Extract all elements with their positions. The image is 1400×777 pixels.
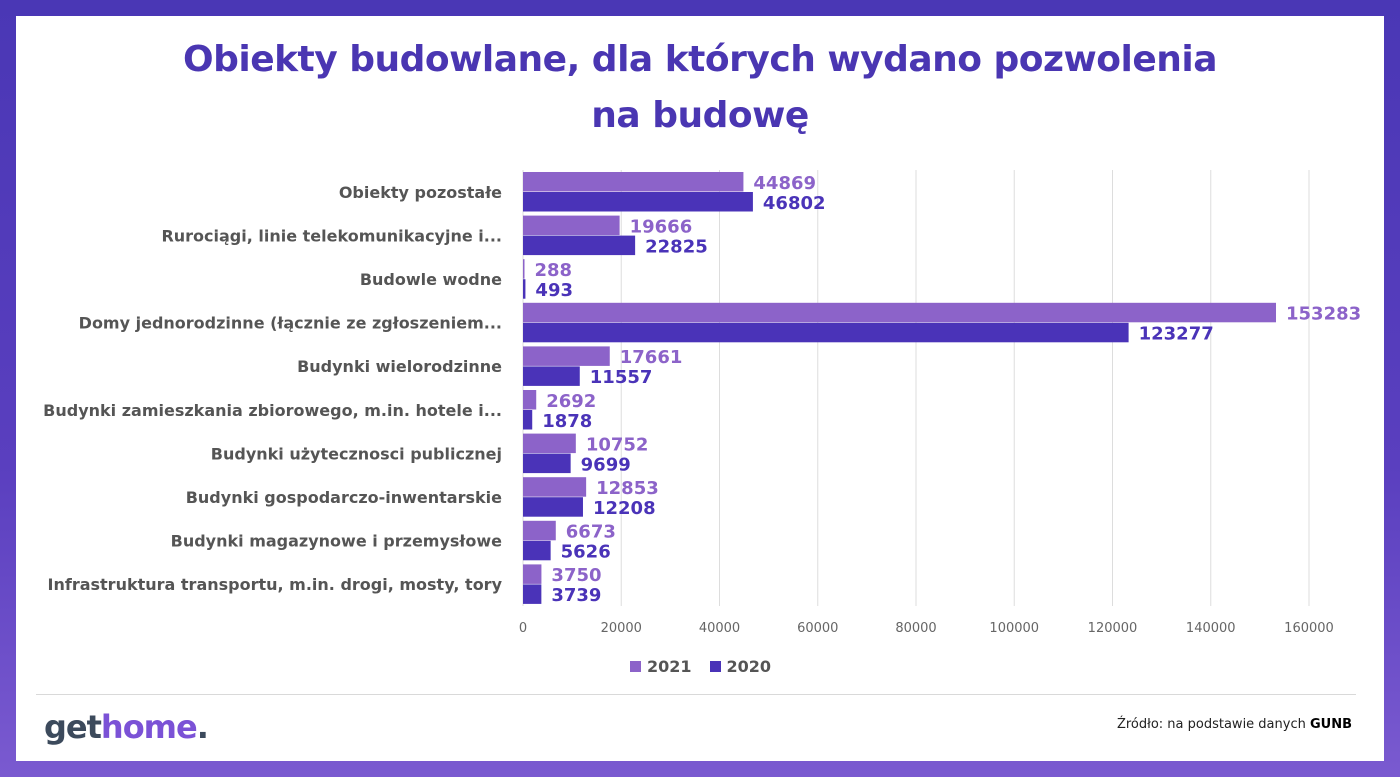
category-label-2: Budowle wodne (360, 270, 502, 289)
bar-2020-1 (523, 235, 636, 256)
category-label-3: Domy jednorodzinne (łącznie ze zgłoszeni… (79, 314, 502, 333)
bar-2021-5 (523, 390, 537, 410)
value-label-2020-8: 5626 (561, 542, 611, 563)
x-tick-label-1: 20000 (601, 621, 642, 636)
value-label-2020-1: 22825 (645, 236, 708, 257)
logo-part-home: home (100, 708, 198, 746)
chart-title-line1: Obiekty budowlane, dla których wydano po… (182, 39, 1218, 80)
bar-2021-7 (523, 477, 587, 497)
value-label-2021-5: 2692 (546, 391, 596, 412)
value-label-2021-7: 12853 (596, 478, 659, 499)
x-tick-label-0: 0 (519, 621, 527, 636)
legend-label-2021: 2021 (647, 656, 692, 676)
bar-2020-7 (523, 497, 583, 517)
logo-part-get: get (44, 708, 102, 746)
bar-2021-2 (523, 259, 525, 279)
value-label-2021-3: 153283 (1286, 304, 1361, 325)
value-label-2021-6: 10752 (586, 434, 649, 455)
value-label-2021-4: 17661 (620, 347, 683, 368)
value-label-2020-4: 11557 (590, 367, 653, 388)
category-label-7: Budynki gospodarczo-inwentarskie (186, 488, 502, 507)
value-label-2020-0: 46802 (763, 193, 826, 214)
bar-2021-3 (523, 302, 1277, 323)
category-label-4: Budynki wielorodzinne (297, 357, 502, 376)
logo-part-dot: . (196, 708, 209, 746)
bar-2021-6 (523, 433, 576, 454)
bar-2020-4 (523, 366, 580, 386)
category-label-1: Rurociągi, linie telekomunikacyjne i... (161, 226, 502, 245)
x-tick-label-4: 80000 (895, 621, 936, 636)
legend-item-2021: 2021 (630, 657, 692, 676)
value-label-2021-8: 6673 (566, 522, 616, 543)
value-label-2020-2: 493 (535, 280, 573, 301)
source-note: Źródło: na podstawie danych GUNB (1117, 717, 1352, 732)
legend-swatch-2021 (630, 660, 641, 672)
value-label-2021-1: 19666 (630, 216, 693, 237)
source-name: GUNB (1309, 717, 1352, 732)
category-label-6: Budynki użytecznosci publicznej (211, 444, 502, 463)
bar-2021-1 (523, 215, 620, 236)
value-label-2020-5: 1878 (542, 411, 592, 432)
gethome-logo[interactable]: gethome. (44, 708, 209, 746)
bar-2020-9 (523, 584, 542, 604)
bar-2021-8 (523, 520, 556, 541)
value-label-2021-9: 3750 (551, 565, 601, 586)
x-tick-label-8: 160000 (1284, 621, 1334, 636)
chart-title-line2: na budowę (591, 95, 809, 136)
chart-card (16, 16, 1384, 761)
value-label-2020-7: 12208 (593, 498, 656, 519)
bar-2021-0 (523, 172, 744, 192)
category-label-8: Budynki magazynowe i przemysłowe (171, 532, 503, 551)
bar-2020-2 (523, 279, 526, 299)
bar-2020-3 (523, 322, 1129, 343)
bar-2020-0 (523, 192, 753, 212)
legend-item-2020: 2020 (709, 656, 772, 676)
value-label-2020-3: 123277 (1139, 324, 1214, 345)
bar-2021-9 (523, 564, 542, 584)
x-tick-label-5: 100000 (989, 621, 1039, 636)
bar-2020-8 (523, 540, 551, 561)
value-label-2021-0: 44869 (753, 173, 816, 194)
value-label-2020-6: 9699 (581, 454, 631, 475)
bar-2020-6 (523, 453, 571, 474)
category-label-0: Obiekty pozostałe (339, 183, 502, 202)
value-label-2020-9: 3739 (551, 585, 601, 606)
category-label-5: Budynki zamieszkania zbiorowego, m.in. h… (43, 401, 502, 420)
x-tick-label-7: 140000 (1186, 621, 1236, 636)
value-label-2021-2: 288 (535, 260, 573, 281)
category-label-9: Infrastruktura transportu, m.in. drogi, … (48, 575, 503, 594)
bar-2020-5 (523, 410, 533, 430)
chart-title: Obiekty budowlane, dla których wydano po… (0, 32, 1400, 144)
legend-swatch-2020 (709, 660, 721, 672)
x-tick-label-3: 60000 (797, 621, 838, 636)
bar-2021-4 (523, 346, 610, 366)
source-prefix: Źródło: na podstawie danych (1116, 717, 1310, 732)
x-tick-label-6: 120000 (1088, 621, 1138, 636)
legend-label-2020: 2020 (726, 656, 772, 676)
footer-divider (36, 694, 1356, 695)
chart-legend: 2021 2020 (630, 656, 771, 676)
x-tick-label-2: 40000 (699, 621, 740, 636)
